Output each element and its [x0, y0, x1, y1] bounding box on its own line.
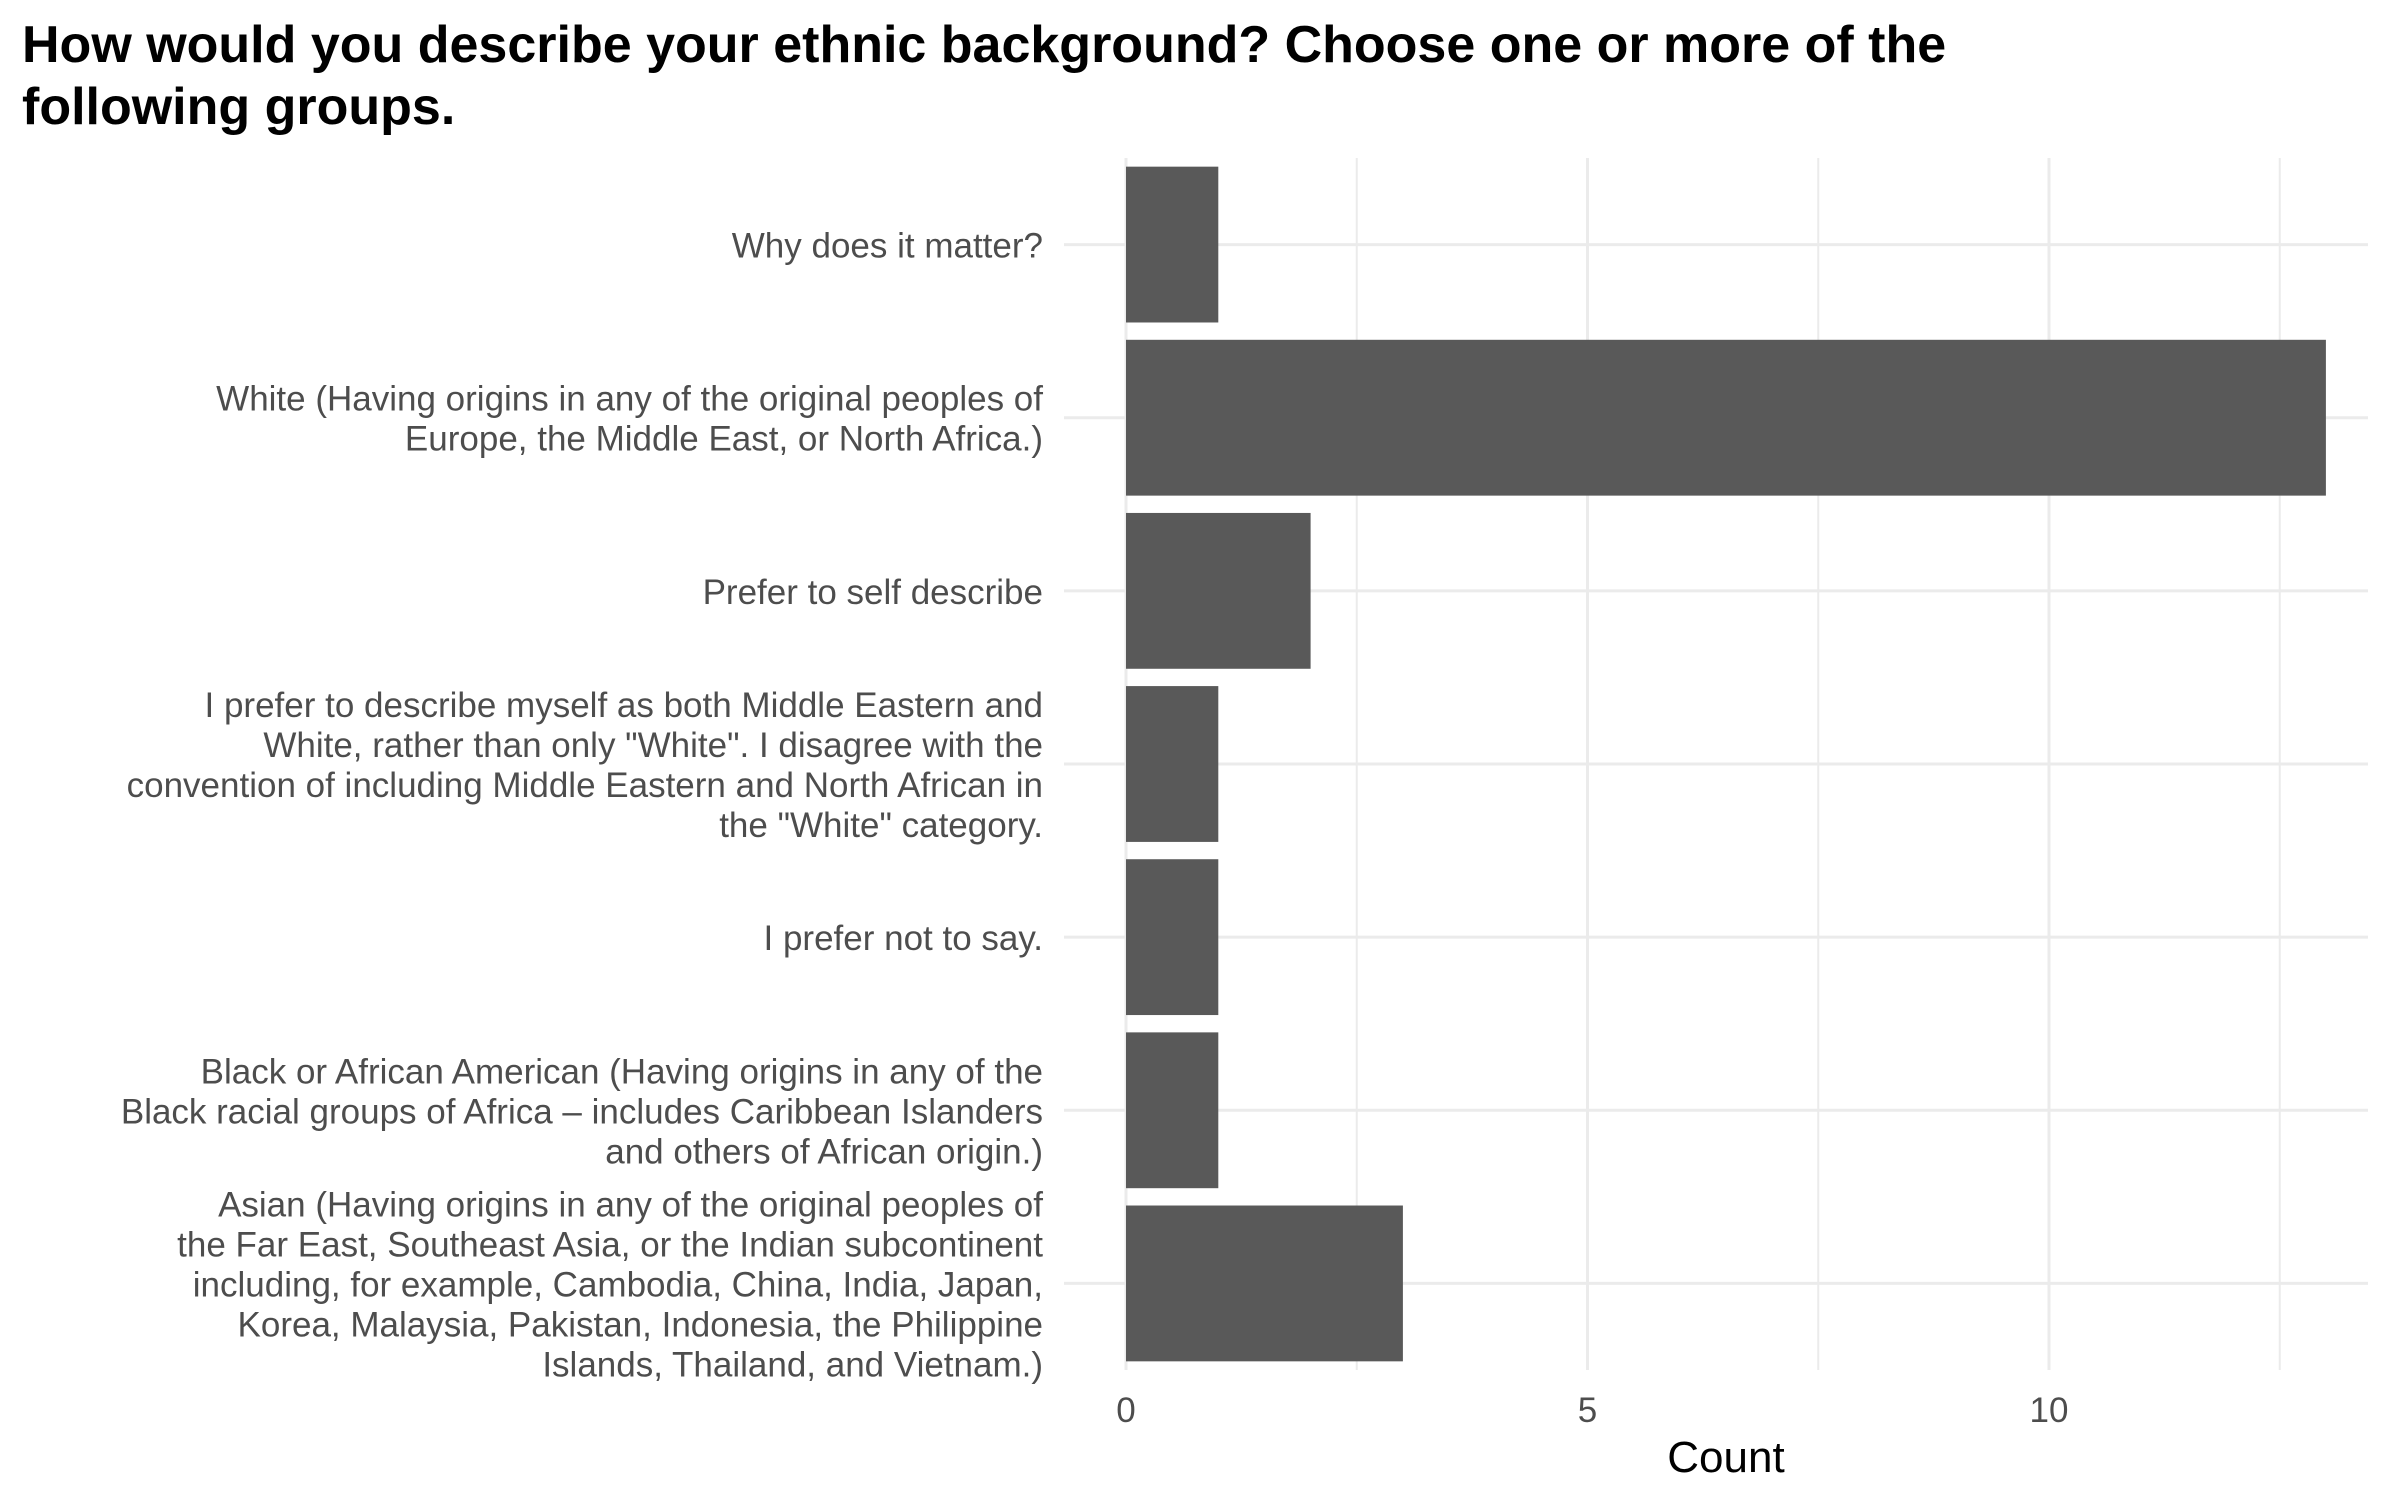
bar-3 [1126, 686, 1219, 842]
x-tick-label-2: 10 [2030, 1391, 2069, 1430]
x-axis-title: Count [1667, 1433, 1784, 1482]
x-tick-label-0: 0 [1116, 1391, 1135, 1430]
category-label-6-line-3: Korea, Malaysia, Pakistan, Indonesia, th… [238, 1305, 1043, 1344]
category-label-2-line-0: Prefer to self describe [703, 573, 1043, 612]
chart-title: How would you describe your ethnic backg… [22, 16, 1947, 136]
category-label-5-line-1: Black racial groups of Africa – includes… [121, 1092, 1043, 1131]
bar-2 [1126, 512, 1311, 669]
category-label-5-line-0: Black or African American (Having origin… [201, 1052, 1043, 1091]
category-label-6-line-1: the Far East, Southeast Asia, or the Ind… [177, 1225, 1043, 1264]
category-label-3-line-3: the "White" category. [719, 806, 1043, 845]
category-label-6-line-0: Asian (Having origins in any of the orig… [218, 1185, 1043, 1224]
category-label-4-line-0: I prefer not to say. [764, 919, 1044, 958]
category-label-0-line-0: Why does it matter? [732, 227, 1043, 266]
category-label-1-line-0: White (Having origins in any of the orig… [216, 380, 1043, 419]
bar-6 [1126, 1205, 1403, 1362]
x-tick-label-1: 5 [1578, 1391, 1597, 1430]
category-label-6-line-4: Islands, Thailand, and Vietnam.) [542, 1345, 1043, 1384]
category-labels: Why does it matter? White (Having origins… [121, 227, 1043, 1385]
category-label-5-line-2: and others of African origin.) [605, 1132, 1043, 1171]
bar-0 [1126, 166, 1219, 323]
bar-1 [1126, 339, 2326, 496]
bar-5 [1126, 1032, 1219, 1189]
bar-4 [1126, 859, 1219, 1016]
category-label-6-line-2: including, for example, Cambodia, China,… [193, 1265, 1043, 1304]
category-label-3-line-0: I prefer to describe myself as both Midd… [205, 686, 1043, 725]
category-label-1-line-1: Europe, the Middle East, or North Africa… [405, 420, 1043, 459]
category-label-3-line-1: White, rather than only "White". I disag… [263, 726, 1043, 765]
x-tick-labels: 0 5 10 [1116, 1391, 2068, 1430]
bars [1126, 166, 2326, 1362]
category-label-3-line-2: convention of including Middle Eastern a… [127, 766, 1043, 805]
